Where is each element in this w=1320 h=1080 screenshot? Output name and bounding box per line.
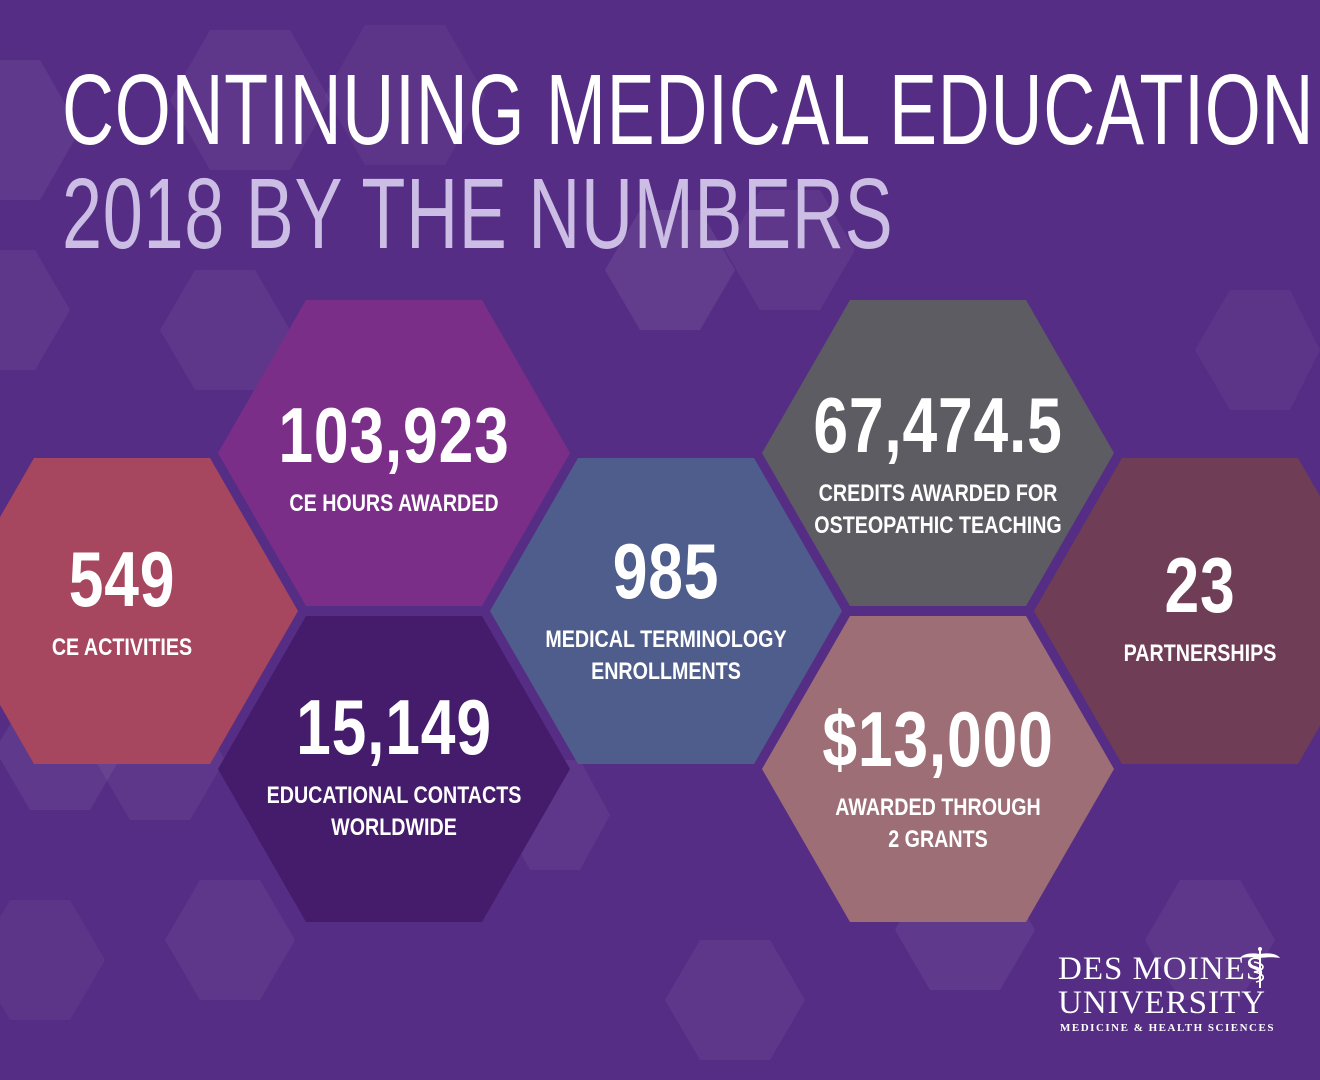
- stat-label: CE ACTIVITIES: [51, 634, 193, 661]
- stat-ce-hours: 103,923 CE HOURS AWARDED: [218, 396, 570, 520]
- stat-educational-contacts: 15,149 EDUCATIONAL CONTACTS WORLDWIDE: [218, 688, 570, 844]
- stat-label: AWARDED THROUGH: [835, 794, 1041, 821]
- stat-number: 23: [1164, 541, 1236, 629]
- stat-label-line2: WORLDWIDE: [331, 814, 457, 841]
- stat-number: 985: [612, 527, 720, 615]
- stat-medical-terminology: 985 MEDICAL TERMINOLOGY ENROLLMENTS: [490, 532, 842, 688]
- stat-number: 103,923: [278, 391, 510, 479]
- stat-label: PARTNERSHIPS: [1123, 640, 1277, 667]
- stat-label-line2: ENROLLMENTS: [591, 658, 741, 685]
- logo-line-1: DES MOINES: [1058, 951, 1266, 987]
- stat-label: MEDICAL TERMINOLOGY: [545, 626, 787, 653]
- page-title: CONTINUING MEDICAL EDUCATION: [62, 54, 1315, 166]
- stat-label-line2: OSTEOPATHIC TEACHING: [814, 512, 1062, 539]
- logo-tagline: MEDICINE & HEALTH SCIENCES: [1060, 1022, 1275, 1034]
- stat-label: CREDITS AWARDED FOR: [818, 480, 1058, 507]
- stat-ce-activities: 549 CE ACTIVITIES: [0, 540, 244, 664]
- stat-partnerships: 23 PARTNERSHIPS: [1080, 546, 1320, 670]
- page-subtitle: 2018 BY THE NUMBERS: [62, 158, 894, 270]
- stat-number: 549: [68, 535, 176, 623]
- stat-grants: $13,000 AWARDED THROUGH 2 GRANTS: [762, 700, 1114, 856]
- hexagon-medical-terminology: [490, 458, 842, 764]
- stat-number: 15,149: [296, 683, 492, 771]
- stat-label: CE HOURS AWARDED: [289, 490, 499, 517]
- university-logo: DES MOINES UNIVERSITY MEDICINE & HEALTH …: [1058, 947, 1288, 1034]
- stat-osteopathic-credits: 67,474.5 CREDITS AWARDED FOR OSTEOPATHIC…: [762, 386, 1114, 542]
- stat-label-line2: 2 GRANTS: [888, 826, 988, 853]
- logo-line-2: UNIVERSITY: [1058, 985, 1266, 1021]
- stat-number: $13,000: [822, 695, 1054, 783]
- caduceus-icon: [1240, 947, 1280, 988]
- stat-label: EDUCATIONAL CONTACTS: [266, 782, 522, 809]
- stat-number: 67,474.5: [813, 381, 1063, 469]
